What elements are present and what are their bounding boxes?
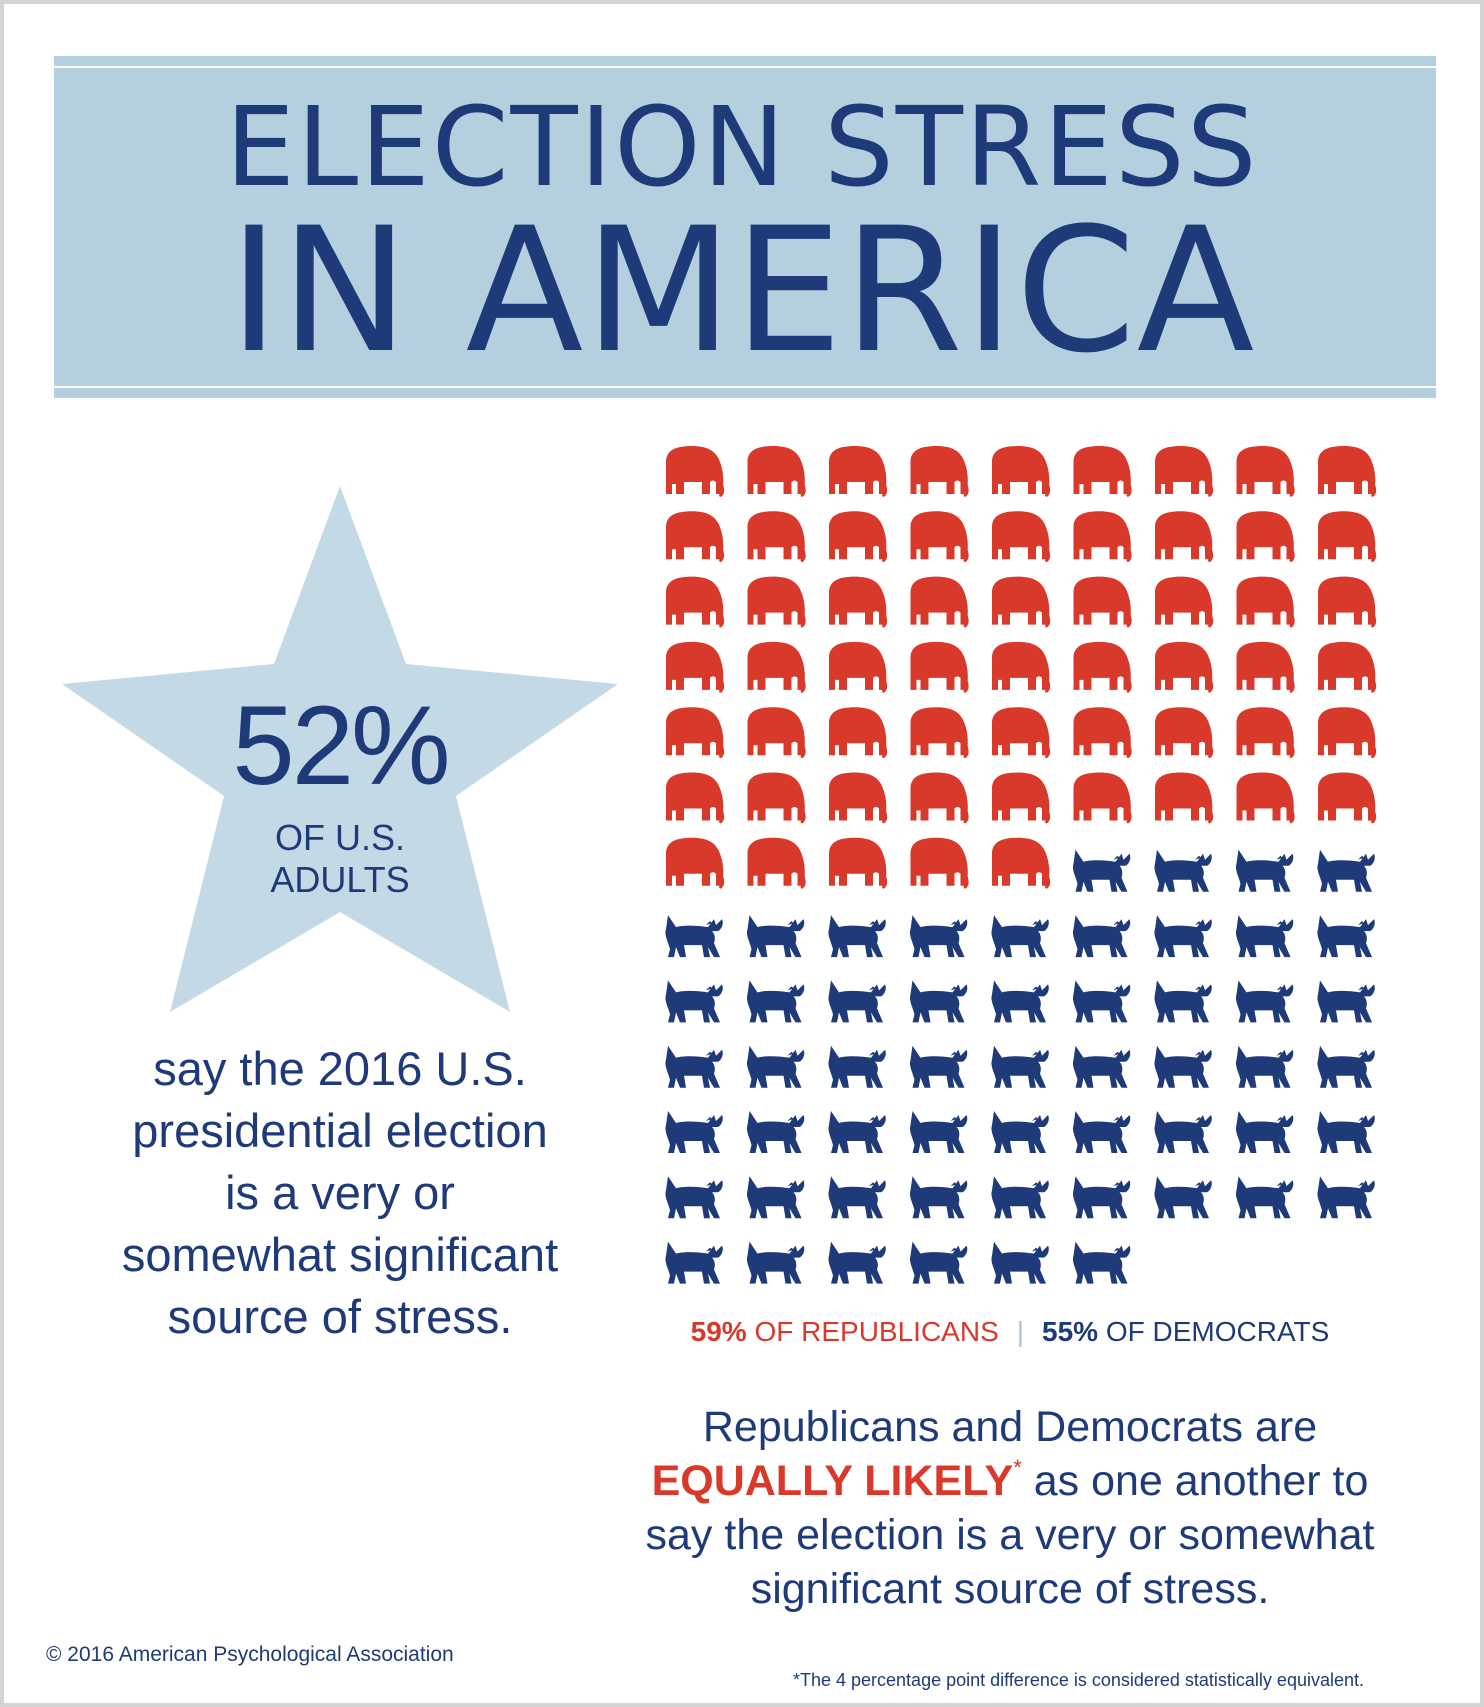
right-statement: Republicans and Democrats are EQUALLY LI… (560, 1400, 1460, 1616)
legend-rep-label: OF REPUBLICANS (746, 1316, 999, 1347)
legend: 59% OF REPUBLICANS | 55% OF DEMOCRATS (660, 1318, 1360, 1346)
legend-republicans: 59% OF REPUBLICANS (691, 1316, 999, 1347)
asterisk: * (1013, 1455, 1022, 1480)
left-statement: say the 2016 U.S. presidential election … (121, 1042, 559, 1343)
right-statement-line-2: EQUALLY LIKELY* as one another to (560, 1454, 1460, 1508)
banner-rule-bottom (54, 386, 1436, 388)
legend-dem-pct: 55% (1042, 1316, 1099, 1347)
star-label-line-2: ADULTS (270, 859, 410, 900)
right-statement-line-3: say the election is a very or somewhat (645, 1511, 1375, 1559)
legend-dem-label: OF DEMOCRATS (1098, 1316, 1330, 1347)
right-statement-line-2-rest: as one another to (1021, 1457, 1369, 1505)
title-line-2: IN AMERICA (228, 190, 1256, 391)
equally-likely-highlight: EQUALLY LIKELY (651, 1457, 1014, 1505)
banner-rule-top (54, 66, 1436, 68)
right-statement-line-4: significant source of stress. (750, 1565, 1270, 1613)
legend-democrats: 55% OF DEMOCRATS (1042, 1316, 1329, 1347)
right-statement-line-1: Republicans and Democrats are (702, 1403, 1318, 1451)
title-banner (54, 56, 1436, 398)
title-line-1: ELECTION STRESS (225, 83, 1259, 211)
legend-separator: | (1016, 1316, 1025, 1347)
footnote: *The 4 percentage point difference is co… (792, 1670, 1364, 1690)
star-label-line-1: OF U.S. (274, 817, 405, 858)
copyright: © 2016 American Psychological Associatio… (46, 1643, 454, 1666)
star-percent: 52% (232, 683, 450, 808)
legend-rep-pct: 59% (690, 1316, 747, 1347)
star-icon (62, 486, 618, 1012)
